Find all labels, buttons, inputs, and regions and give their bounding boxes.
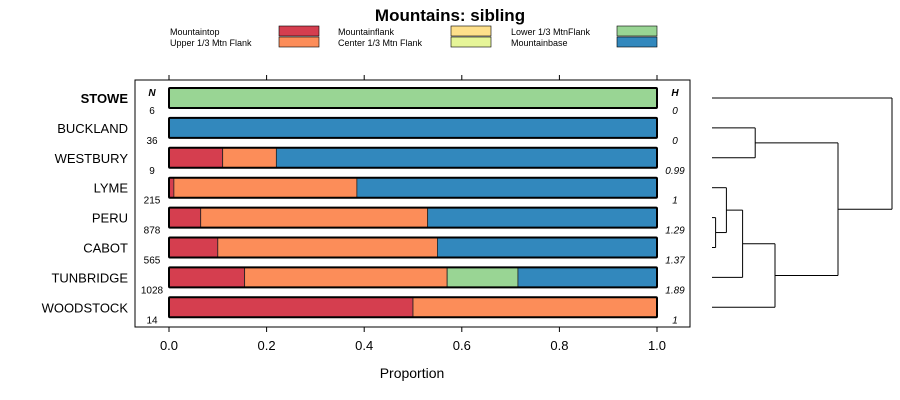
x-tick-label: 1.0 [648,338,666,353]
row-buckland: BUCKLAND 36 0 [57,116,678,147]
category-label: LYME [94,181,129,196]
h-value: 1.89 [665,285,685,296]
bar-segment-upper-1-3-mtn-flank [217,237,438,258]
legend-swatch-mountaintop [278,25,320,37]
row-woodstock: WOODSTOCK 14 1 [42,296,678,326]
h-column-header: H [671,88,679,99]
bar-outline [168,266,658,289]
n-value: 1028 [141,285,164,296]
n-value: 565 [144,256,161,267]
x-tick-label: 0.8 [550,338,568,353]
h-value: 0.99 [665,166,685,177]
bar-outline [168,296,658,319]
h-value: 1.37 [665,256,685,267]
category-label: STOWE [81,91,129,106]
n-value: 14 [146,315,158,326]
category-label: TUNBRIDGE [51,270,128,285]
row-cabot: CABOT 565 1.37 [83,236,685,267]
bar-segment-mountainbase [427,207,658,229]
n-value: 215 [144,196,161,207]
n-value: 878 [144,226,161,237]
category-label: PERU [92,211,128,226]
bar-segment-upper-1-3-mtn-flank [222,147,277,169]
x-tick-label: 0.4 [355,338,373,353]
legend-label-upper-1-3-mtn-flank: Upper 1/3 Mtn Flank [170,38,252,48]
bar-segment-mountainbase [168,117,658,139]
bar-outline [168,146,658,169]
row-westbury: WESTBURY 9 0.99 [55,146,685,177]
legend-label-mountainbase: Mountainbase [511,38,568,48]
bar-segment-mountainbase [517,266,658,288]
bar-segment-mountaintop [168,296,414,318]
x-axis: 0.0 0.2 0.4 0.6 0.8 1.0 [160,327,666,353]
h-value: 1.29 [665,226,685,237]
bar-segment-lower-1-3-mtnflank [168,87,658,109]
legend-swatch-upper-1-3-mtn-flank [278,36,320,48]
chart-title: Mountains: sibling [375,6,525,25]
legend-swatch-center-1-3-mtn-flank [450,36,492,48]
row-peru: PERU 878 1.29 [92,206,685,237]
x-axis-label: Proportion [380,365,445,381]
bar-segment-mountaintop [168,207,202,229]
x-tick-label: 0.6 [453,338,471,353]
category-label: WOODSTOCK [42,300,129,315]
category-label: CABOT [83,241,128,256]
legend-label-mountainflank: Mountainflank [338,27,395,37]
category-label: WESTBURY [55,151,129,166]
n-value: 36 [146,136,158,147]
bar-outline [168,236,658,259]
h-value: 0 [672,106,678,117]
bar-segment-mountainbase [275,147,658,169]
row-tunbridge: TUNBRIDGE 1028 1.89 [51,266,685,296]
row-stowe: STOWE 6 0 [81,87,678,117]
bar-segment-mountaintop [168,237,219,258]
n-value: 9 [149,166,155,177]
dendrogram [712,97,893,308]
h-value: 0 [672,136,678,147]
x-tick-label: 0.2 [258,338,276,353]
plot-frame [134,79,691,328]
bar-segment-upper-1-3-mtn-flank [244,266,448,288]
legend-label-center-1-3-mtn-flank: Center 1/3 Mtn Flank [338,38,423,48]
legend-label-mountaintop: Mountaintop [170,27,220,37]
bar-outline [168,87,658,109]
bar-segment-lower-1-3-mtnflank [446,266,519,288]
bar-segment-mountaintop [168,147,224,169]
top-axis-ticks [168,75,658,80]
bar-outline [168,116,658,139]
bar-segment-mountainbase [356,177,658,199]
row-lyme: LYME 215 1 [94,176,678,207]
n-column-header: N [148,88,156,99]
legend-swatch-mountainflank [450,25,492,37]
legend-swatch-lower-1-3-mtnflank [616,25,658,37]
n-value: 6 [149,106,155,117]
h-value: 1 [672,196,678,207]
bar-segment-mountainbase [436,237,658,258]
bar-segment-upper-1-3-mtn-flank [173,177,358,199]
h-value: 1 [672,315,678,326]
legend-label-lower-1-3-mtnflank: Lower 1/3 MtnFlank [511,27,591,37]
bar-segment-upper-1-3-mtn-flank [412,296,658,318]
legend-swatch-mountainbase [616,36,658,48]
bar-outline [168,176,658,199]
x-tick-label: 0.0 [160,338,178,353]
category-label: BUCKLAND [57,121,128,136]
bar-segment-mountaintop [168,266,246,288]
bar-outline [168,206,658,229]
bar-segment-upper-1-3-mtn-flank [200,207,429,229]
